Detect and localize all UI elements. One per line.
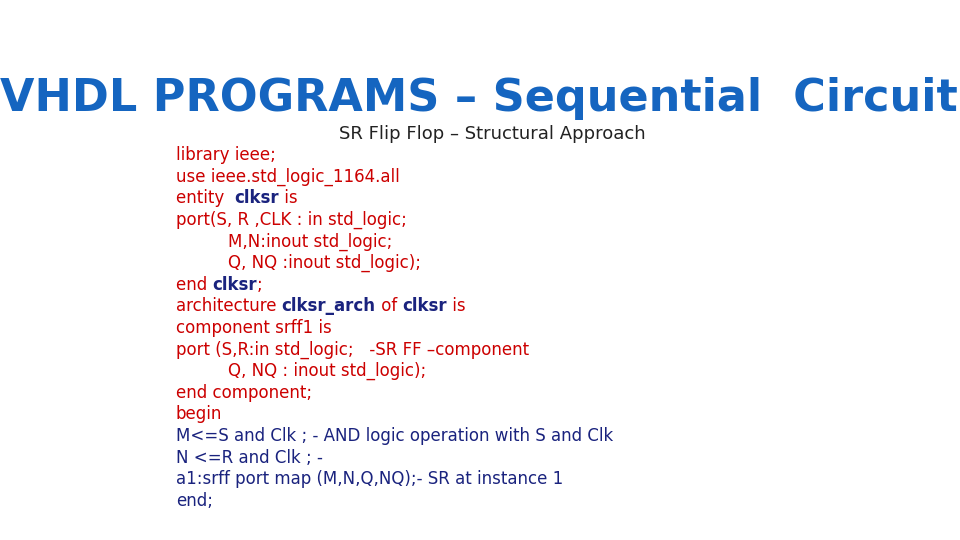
Text: end;: end;	[176, 492, 213, 510]
Text: clksr: clksr	[234, 189, 279, 207]
Text: end component;: end component;	[176, 384, 312, 402]
Text: VHDL PROGRAMS – Sequential  Circuits: VHDL PROGRAMS – Sequential Circuits	[0, 77, 960, 120]
Text: use ieee.std_logic_1164.all: use ieee.std_logic_1164.all	[176, 167, 399, 186]
Text: component srff1 is: component srff1 is	[176, 319, 331, 337]
Text: SR Flip Flop – Structural Approach: SR Flip Flop – Structural Approach	[339, 125, 645, 143]
Text: is: is	[446, 297, 466, 315]
Text: clksr_arch: clksr_arch	[281, 297, 375, 315]
Text: N <=R and Clk ; -: N <=R and Clk ; -	[176, 449, 323, 467]
Text: a1:srff port map (M,N,Q,NQ);- SR at instance 1: a1:srff port map (M,N,Q,NQ);- SR at inst…	[176, 470, 564, 488]
Text: M<=S and Clk ; - AND logic operation with S and Clk: M<=S and Clk ; - AND logic operation wit…	[176, 427, 613, 445]
Text: port (S,R:in std_logic;   -SR FF –component: port (S,R:in std_logic; -SR FF –componen…	[176, 341, 529, 359]
Text: end: end	[176, 275, 212, 294]
Text: clksr: clksr	[402, 297, 446, 315]
Text: Q, NQ :inout std_logic);: Q, NQ :inout std_logic);	[228, 254, 420, 272]
Text: M,N:inout std_logic;: M,N:inout std_logic;	[228, 232, 393, 251]
Text: ;: ;	[257, 275, 263, 294]
Text: Q, NQ : inout std_logic);: Q, NQ : inout std_logic);	[228, 362, 426, 380]
Text: port(S, R ,CLK : in std_logic;: port(S, R ,CLK : in std_logic;	[176, 211, 407, 229]
Text: clksr: clksr	[212, 275, 257, 294]
Text: architecture: architecture	[176, 297, 281, 315]
Text: is: is	[279, 189, 298, 207]
Text: of: of	[375, 297, 402, 315]
Text: library ieee;: library ieee;	[176, 146, 276, 164]
Text: begin: begin	[176, 406, 222, 423]
Text: entity: entity	[176, 189, 234, 207]
